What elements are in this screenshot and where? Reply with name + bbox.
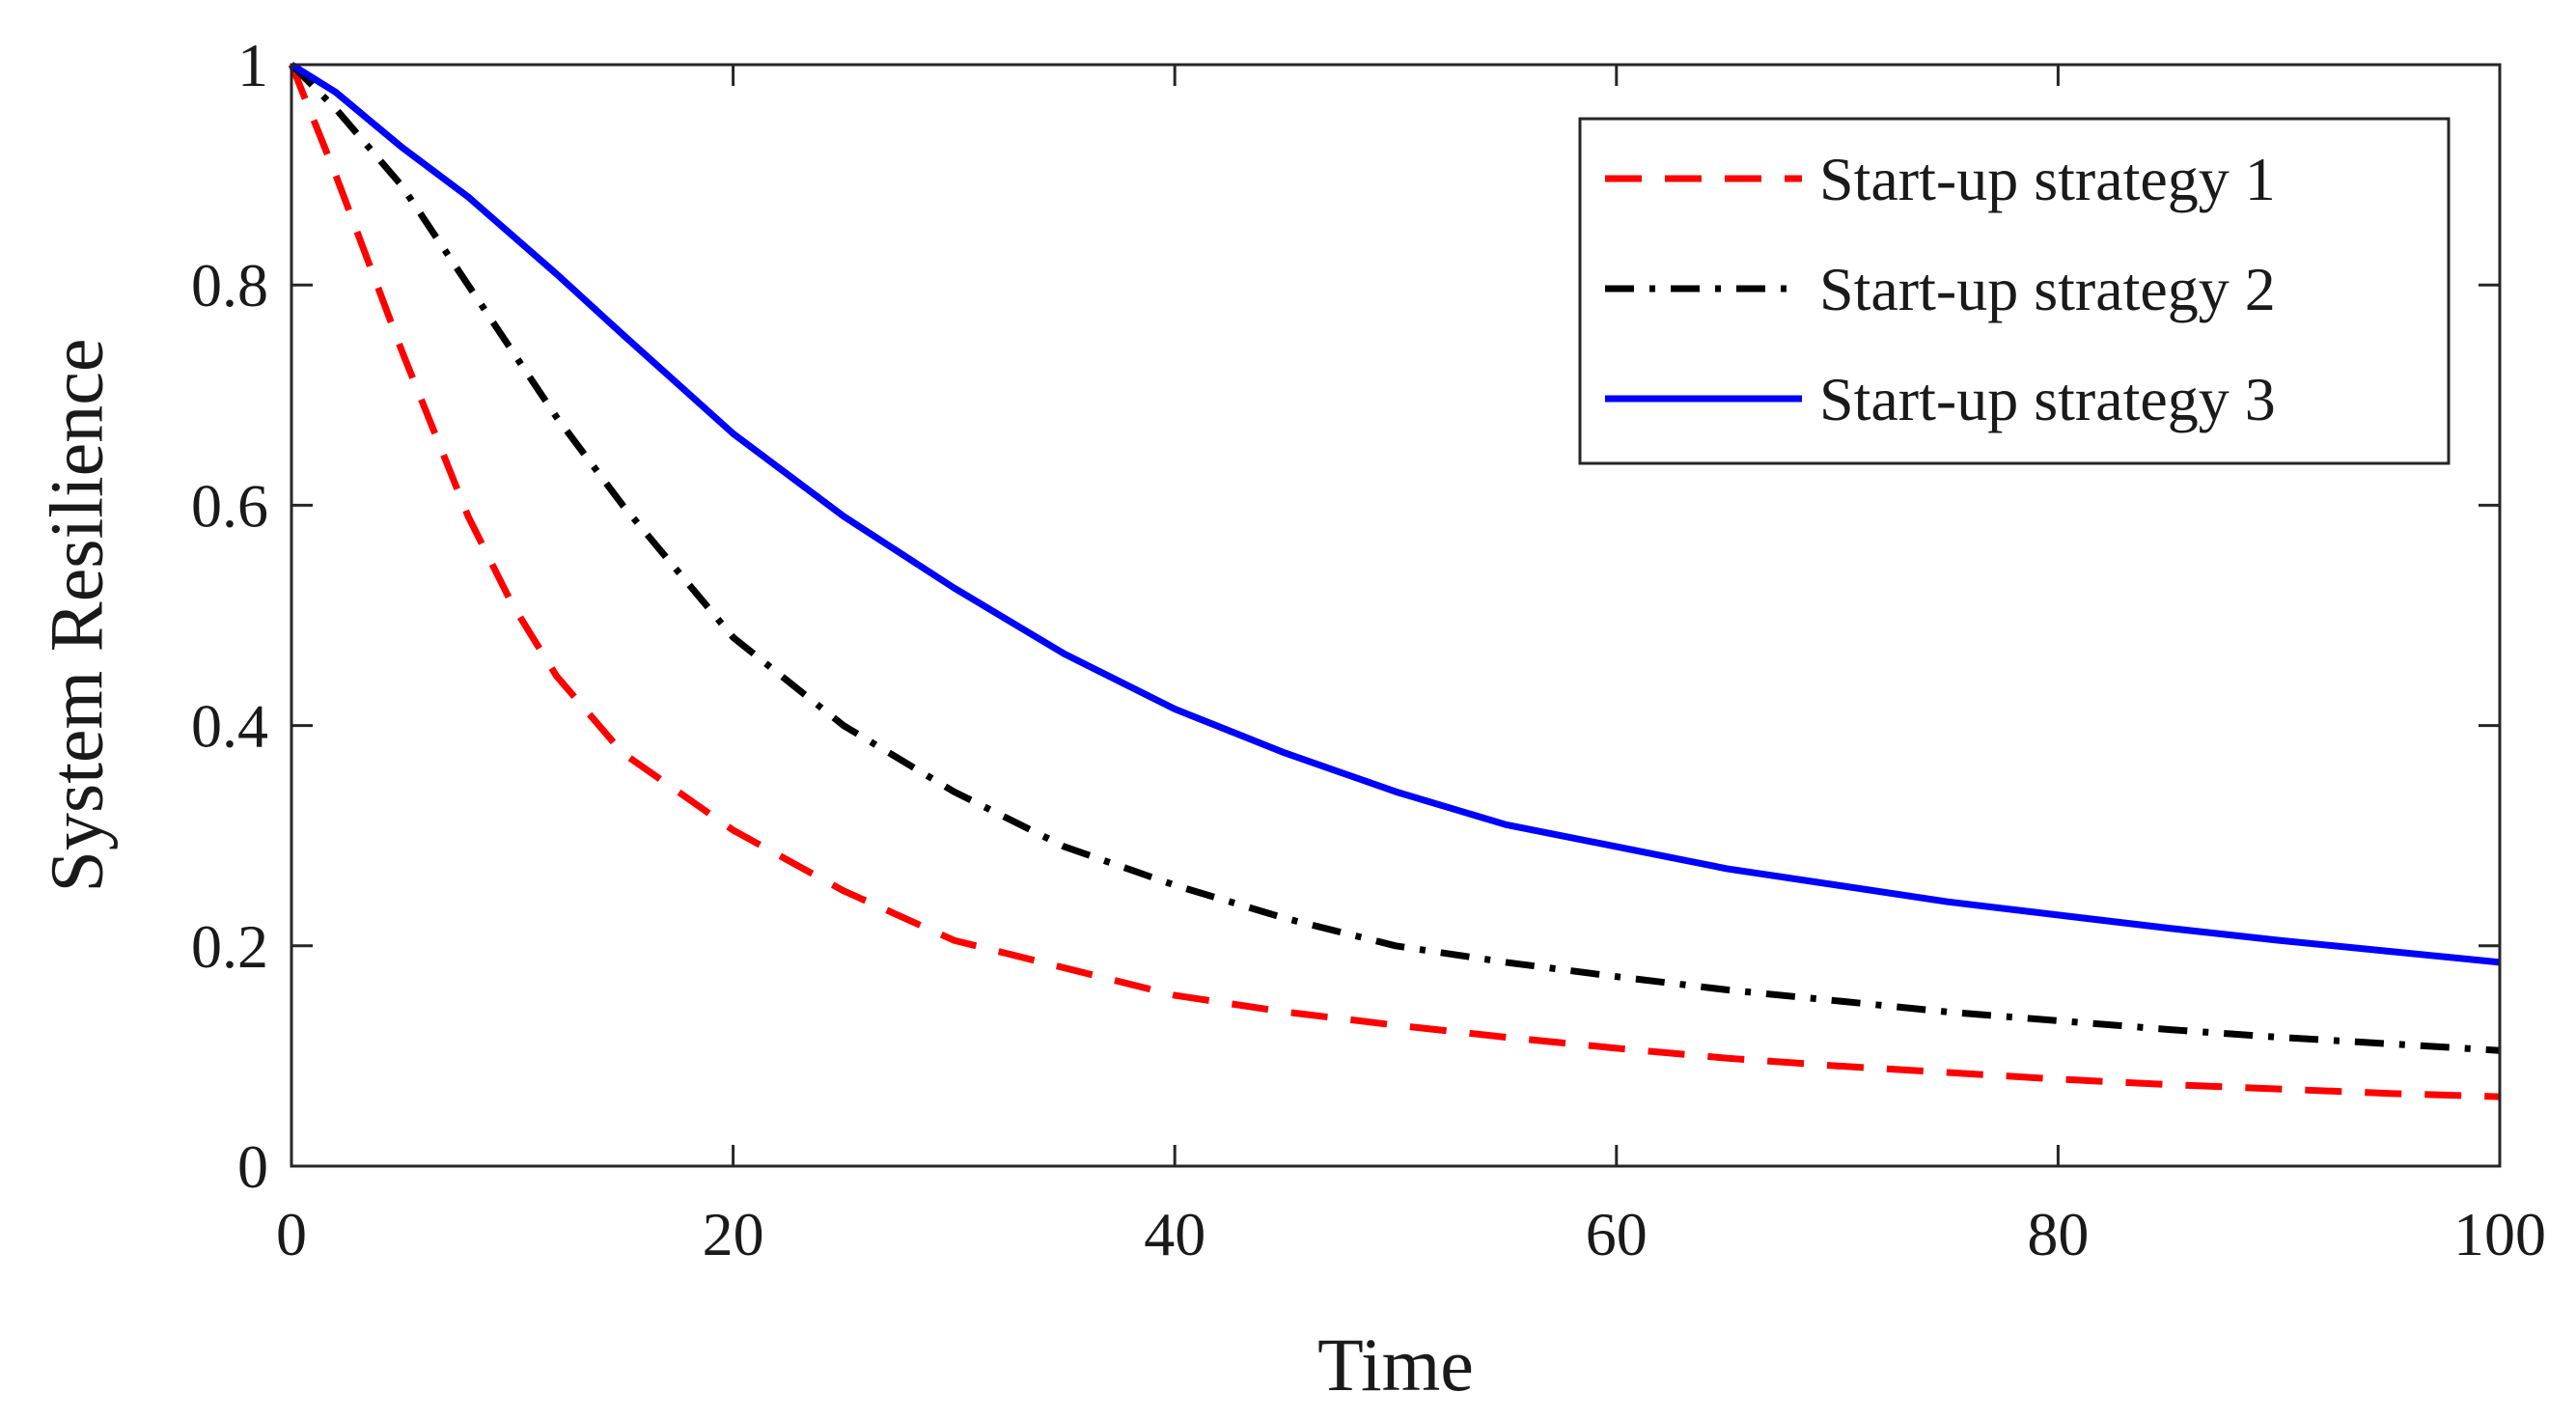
y-axis-title: System Resilience [34,338,118,892]
tick-labels-layer: 0 20 40 60 80 100 0 0.2 0.4 0.6 0.8 1 [191,31,2546,1268]
x-tick-label: 100 [2453,1200,2546,1268]
y-tick-label: 0.8 [191,251,268,320]
x-tick-label: 80 [2027,1200,2089,1268]
y-tick-label: 1 [237,31,268,99]
series-line-2 [289,62,2501,1054]
legend-label-3: Start-up strategy 3 [1819,365,2276,433]
ticks-layer [290,63,2502,1168]
legend-label-2: Start-up strategy 2 [1819,255,2276,323]
series-line-3 [290,62,2501,966]
series-layer [288,62,2501,1100]
legend: Start-up strategy 1 Start-up strategy 2 St… [1578,117,2451,465]
y-tick-label: 0.6 [191,471,268,540]
x-tick-label: 20 [703,1200,764,1268]
y-tick-label: 0 [237,1132,268,1201]
legend-label-1: Start-up strategy 1 [1819,145,2276,213]
y-tick-label: 0.2 [191,912,268,981]
y-tick-label: 0.4 [191,692,268,761]
series-line-1 [288,63,2501,1100]
x-tick-label: 0 [276,1200,307,1268]
axes-box [290,63,2502,1168]
x-tick-label: 60 [1586,1200,1648,1268]
x-tick-label: 40 [1144,1200,1205,1268]
x-axis-title: Time [1317,1323,1474,1406]
